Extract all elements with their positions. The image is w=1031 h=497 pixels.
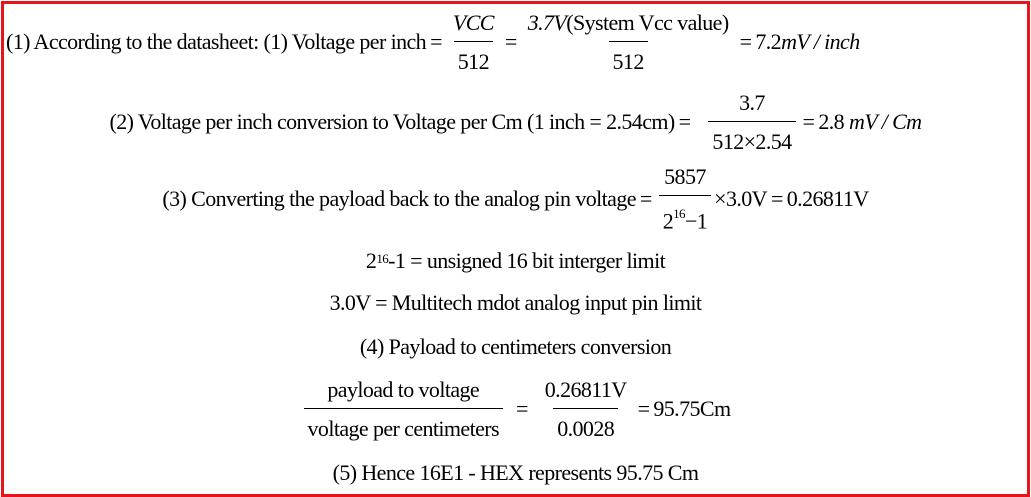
step1-result-number: 7.2 <box>755 29 782 54</box>
step4-title: (4) Payload to centimeters conversion <box>359 334 672 359</box>
step4-fraction-values: 0.26811V 0.0028 <box>541 376 631 443</box>
step3-frac-numerator: 5857 <box>664 163 706 189</box>
step1-frac2-numerator-var: 3.7V <box>527 9 567 35</box>
step1-fraction-system: 3.7V(System Vcc value) 512 <box>524 9 733 76</box>
step1-frac2-denominator: 512 <box>608 40 648 76</box>
step3-result: 0.26811V <box>786 186 869 211</box>
note1-exponent: 16 <box>376 251 389 266</box>
step4-frac1-denominator: voltage per centimeters <box>303 407 503 443</box>
step2-text: (2) Voltage per inch conversion to Volta… <box>109 109 676 134</box>
step4-frac2-numerator: 0.26811V <box>544 376 627 402</box>
step1-fraction-vcc: VCC 512 <box>449 9 498 76</box>
note1-base: 2 <box>365 248 377 273</box>
step2-result-unit: mV / Cm <box>849 109 922 134</box>
step3-frac-den-exponent: 16 <box>673 205 685 221</box>
step2-frac-numerator: 3.7 <box>739 89 765 115</box>
step4-frac2-denominator: 0.0028 <box>553 407 619 443</box>
step4-result: 95.75Cm <box>653 396 731 421</box>
step1-frac2-numerator-rest: (System Vcc value) <box>566 9 729 35</box>
step3-frac-den-rest: −1 <box>684 208 708 234</box>
step5-text: (5) Hence 16E1 - HEX represents 95.75 Cm <box>332 460 699 485</box>
step1-frac1-denominator: 512 <box>453 40 493 76</box>
step2-line: (2) Voltage per inch conversion to Volta… <box>109 89 923 156</box>
step1-frac1-numerator: VCC <box>452 9 495 35</box>
step3-line: (3) Converting the payload back to the a… <box>162 163 869 235</box>
step4-title-line: (4) Payload to centimeters conversion <box>0 330 1031 364</box>
step2-result-number: 2.8 <box>818 109 845 134</box>
step2-frac-denominator: 512×2.54 <box>708 120 796 156</box>
step2-fraction: 3.7 512×2.54 <box>708 89 796 156</box>
note1-text: -1 = unsigned 16 bit interger limit <box>388 248 666 273</box>
step3-fraction: 5857 216−1 <box>658 163 712 235</box>
note1-line: 2 16 -1 = unsigned 16 bit interger limit <box>0 244 1031 278</box>
step1-text: (1) According to the datasheet: (1) Volt… <box>6 29 427 54</box>
step4-fraction-words: payload to voltage voltage per centimete… <box>303 376 503 443</box>
note2-line: 3.0V = Multitech mdot analog input pin l… <box>0 286 1031 320</box>
step1-result-unit: mV / inch <box>781 29 860 54</box>
step5-line: (5) Hence 16E1 - HEX represents 95.75 Cm <box>0 456 1031 490</box>
step1-line: (1) According to the datasheet: (1) Volt… <box>6 9 860 76</box>
step3-frac-den-base: 2 <box>662 208 674 234</box>
step3-text: (3) Converting the payload back to the a… <box>162 186 636 211</box>
note2-text: 3.0V = Multitech mdot analog input pin l… <box>329 290 702 315</box>
step4-frac1-numerator: payload to voltage <box>327 376 480 402</box>
step4-equation-line: payload to voltage voltage per centimete… <box>0 368 1031 450</box>
step3-multiplier: ×3.0V <box>714 186 767 211</box>
